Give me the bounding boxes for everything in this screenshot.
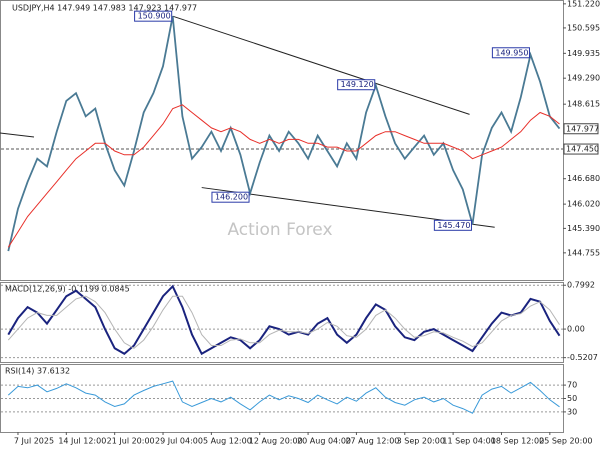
x-tick-label: 12 Aug 20:00 xyxy=(249,437,303,446)
annotation-box xyxy=(337,79,376,91)
series-line xyxy=(7,380,560,414)
y-tick-label: 148.615 xyxy=(567,100,600,109)
y-tick-label: 50 xyxy=(567,394,577,403)
rsi-title: RSI(14) 37.6132 xyxy=(5,367,70,376)
watermark: Action Forex xyxy=(227,220,332,240)
last-price-label: 147.977 xyxy=(566,124,599,133)
y-tick-label: 149.290 xyxy=(567,74,600,83)
level-label: 147.450 xyxy=(566,145,599,154)
trendline xyxy=(172,15,470,115)
x-tick-label: 14 Jul 12:00 xyxy=(58,437,106,446)
x-tick-label: 25 Sep 20:00 xyxy=(539,437,592,446)
annotation-label: 146.200 xyxy=(215,193,248,202)
annotation-label: 150.900 xyxy=(138,12,171,21)
series-line xyxy=(7,295,560,349)
y-tick-label: 149.935 xyxy=(567,49,600,58)
y-tick-label: 145.390 xyxy=(567,224,600,233)
y-tick-label: 146.020 xyxy=(567,200,600,209)
macd-panel xyxy=(0,282,564,363)
y-tick-label: 30 xyxy=(567,407,577,416)
x-tick-label: 21 Jul 20:00 xyxy=(107,437,155,446)
x-tick-label: 7 Jul 2025 xyxy=(14,437,54,446)
series-line xyxy=(7,104,560,248)
x-tick-label: 20 Aug 04:00 xyxy=(297,437,351,446)
y-tick-label: -0.5207 xyxy=(567,353,598,362)
annotation-label: 145.470 xyxy=(437,221,470,230)
y-tick-label: 70 xyxy=(567,381,577,390)
annotation-box xyxy=(134,10,173,22)
annotation-box xyxy=(211,191,250,203)
macd-title: MACD(12,26,9) -0.1199 0.0845 xyxy=(5,285,130,294)
series-line xyxy=(7,16,561,252)
y-tick-label: 0.00 xyxy=(567,325,585,334)
x-tick-label: 18 Sep 12:00 xyxy=(491,437,544,446)
x-tick-label: 5 Aug 12:00 xyxy=(203,437,252,446)
last-price-box xyxy=(563,123,599,135)
annotation-box xyxy=(433,219,472,231)
x-tick-label: 27 Aug 12:00 xyxy=(345,437,399,446)
level-box xyxy=(563,143,599,155)
y-tick-label: 144.755 xyxy=(567,248,600,257)
y-tick-label: 151.220 xyxy=(567,0,600,8)
series-line xyxy=(7,284,561,356)
price-panel xyxy=(0,0,564,281)
annotation-label: 149.120 xyxy=(341,80,374,89)
price-title: USDJPY,H4 147.949 147.983 147.923 147.97… xyxy=(12,4,197,13)
short-trendline xyxy=(0,132,35,138)
y-tick-label: 150.595 xyxy=(567,23,600,32)
y-tick-label: 0.7992 xyxy=(567,281,595,290)
x-tick-label: 11 Sep 04:00 xyxy=(442,437,495,446)
annotation-box xyxy=(491,47,530,59)
annotation-label: 149.950 xyxy=(495,48,528,57)
x-tick-label: 29 Jul 04:00 xyxy=(155,437,203,446)
y-tick-label: 146.680 xyxy=(567,174,600,183)
x-tick-label: 3 Sep 20:00 xyxy=(397,437,445,446)
